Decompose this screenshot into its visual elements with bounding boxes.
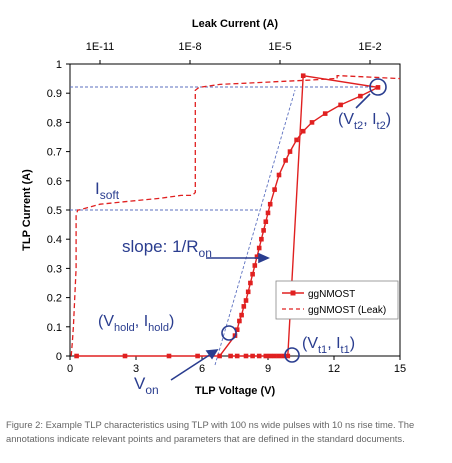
x-tick-label: 0 <box>67 363 73 375</box>
data-point <box>272 353 277 359</box>
y-axis-title: TLP Current (A) <box>21 169 33 251</box>
data-point <box>250 353 255 359</box>
x2-axis-title: Leak Current (A) <box>192 18 279 30</box>
arrow-von-head <box>205 349 219 360</box>
x2-tick-label: 1E-2 <box>358 41 381 53</box>
annotation-von: Von <box>134 374 159 397</box>
data-point <box>74 353 79 359</box>
x-axis-title: TLP Voltage (V) <box>195 385 276 397</box>
series-ggnmost <box>74 73 381 359</box>
data-point <box>267 353 273 359</box>
legend-box <box>275 280 399 320</box>
data-point <box>285 353 291 359</box>
data-point <box>358 93 363 99</box>
arrow-von-line <box>170 353 212 381</box>
x-tick-label: 6 <box>199 363 205 375</box>
data-point <box>300 73 306 78</box>
data-point <box>256 353 262 359</box>
y-tick-label: 0.5 <box>47 205 62 217</box>
data-point <box>276 172 282 178</box>
y-tick-label: 0.2 <box>47 293 62 305</box>
y-tick-label: 0.4 <box>47 234 62 246</box>
y-tick-label: 0.1 <box>47 322 62 334</box>
data-point <box>281 353 286 359</box>
data-point <box>267 201 273 207</box>
annotation-t1: (Vt1, It1) <box>302 335 355 356</box>
annotation-isoft: Isoft <box>95 179 120 202</box>
x2-axis-ticks: 1E-11 1E-8 1E-5 1E-2 <box>86 41 382 64</box>
data-point <box>252 263 258 268</box>
tlp-chart: Leak Current (A) TLP Voltage (V) TLP Cur… <box>21 18 406 397</box>
y-tick-label: 0.9 <box>47 88 62 100</box>
data-point <box>276 353 282 359</box>
x-tick-label: 9 <box>265 363 271 375</box>
data-point <box>234 353 240 359</box>
data-point <box>375 85 381 90</box>
annotation-arrows <box>170 93 371 381</box>
data-point <box>228 353 233 359</box>
x-tick-label: 12 <box>328 363 340 375</box>
legend-label-ggnmost: ggNMOST <box>308 289 355 300</box>
data-point <box>261 228 266 233</box>
data-point <box>283 158 288 163</box>
data-point <box>217 353 222 359</box>
x2-tick-label: 1E-11 <box>86 41 115 53</box>
data-point <box>263 353 269 359</box>
data-point <box>294 137 299 143</box>
x-tick-label: 3 <box>133 363 139 375</box>
y-tick-label: 0.8 <box>47 117 62 129</box>
arrow-vt2-line <box>355 93 371 109</box>
y-tick-label: 0 <box>56 351 62 363</box>
data-point <box>248 280 253 286</box>
annotation-hold: (Vhold, Ihold) <box>98 313 174 334</box>
x-tick-label: 15 <box>394 363 406 375</box>
data-point <box>195 353 200 359</box>
y-tick-label: 1 <box>56 59 62 71</box>
legend: ggNMOST ggNMOST (Leak) <box>275 280 399 320</box>
data-point <box>309 120 315 125</box>
data-point <box>243 353 249 359</box>
circle-vt2 <box>369 78 387 96</box>
y-axis-ticks: 0 0.1 0.2 0.3 0.4 0.5 0.6 0.7 0.8 0.9 1 <box>47 59 70 363</box>
highlight-circles <box>221 78 387 363</box>
guide-lines <box>70 86 378 366</box>
guide-line-slope <box>214 89 296 366</box>
legend-marker-ggnmost <box>290 290 296 296</box>
data-point <box>263 219 269 224</box>
x-axis-ticks: 0 3 6 9 12 15 <box>67 356 406 375</box>
y-tick-label: 0.3 <box>47 263 62 275</box>
data-point <box>300 128 306 134</box>
data-point <box>272 187 277 192</box>
data-point <box>287 149 293 154</box>
data-point <box>259 236 264 242</box>
circle-vhold <box>221 325 237 341</box>
data-point <box>245 289 251 295</box>
annotation-slope: slope: 1/Ron <box>122 237 212 260</box>
x2-tick-label: 1E-8 <box>178 41 201 53</box>
data-point <box>250 271 255 277</box>
data-point <box>122 353 128 359</box>
x2-tick-label: 1E-5 <box>268 41 291 53</box>
series-ggnmost-leak <box>70 75 401 357</box>
legend-label-leak: ggNMOST (Leak) <box>308 305 386 316</box>
figure-caption: Figure 2: Example TLP characteristics us… <box>6 419 415 444</box>
data-point <box>254 254 260 259</box>
data-point <box>256 245 262 251</box>
data-point <box>166 353 172 359</box>
annotation-t2: (Vt2, It2) <box>338 111 391 132</box>
circle-vt1 <box>284 347 300 363</box>
data-point <box>338 102 343 108</box>
y-tick-label: 0.7 <box>47 147 62 159</box>
arrow-slope-head <box>258 252 270 264</box>
data-point <box>241 304 247 309</box>
y-tick-label: 0.6 <box>47 176 62 188</box>
data-point <box>265 210 271 216</box>
data-point <box>234 327 240 332</box>
data-point <box>237 318 242 324</box>
series-line-leak <box>70 75 401 357</box>
data-point <box>243 298 249 303</box>
data-point <box>322 111 328 116</box>
data-point <box>239 312 244 318</box>
